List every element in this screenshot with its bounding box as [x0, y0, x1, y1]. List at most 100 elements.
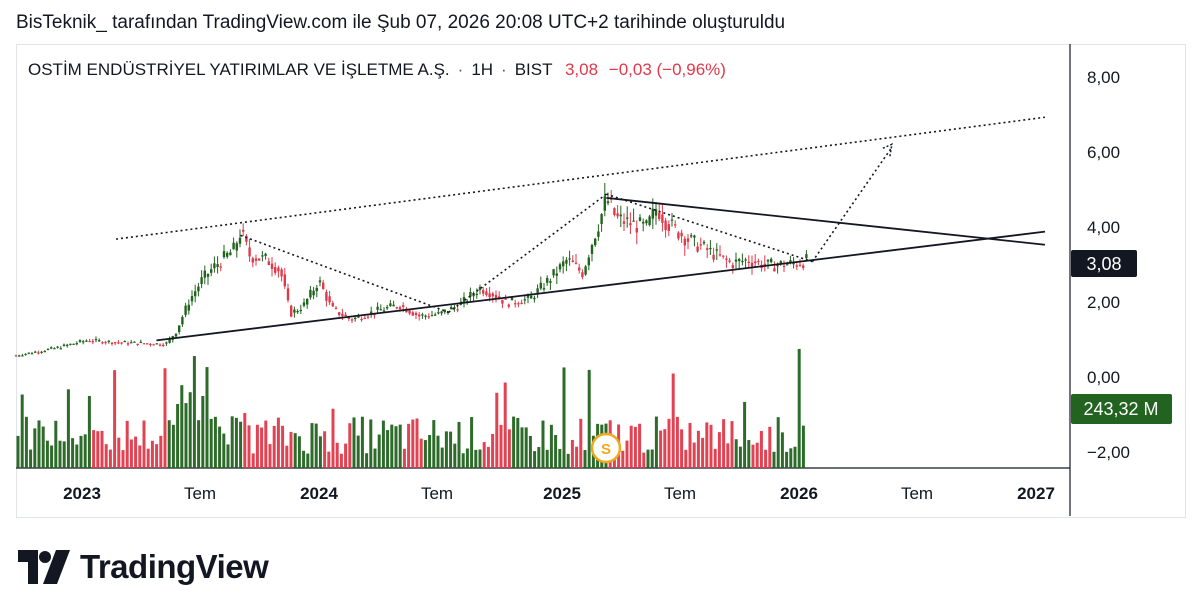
volume-bar	[675, 416, 679, 468]
volume-bar	[155, 444, 159, 468]
tradingview-logo-icon	[18, 550, 70, 584]
volume-bar	[444, 431, 448, 468]
candle-body	[98, 340, 101, 342]
x-tick-label: 2026	[780, 484, 818, 503]
candle-body	[747, 261, 750, 263]
candle-body	[219, 266, 222, 268]
volume-bar	[759, 430, 763, 468]
volume-bar	[482, 442, 486, 468]
volume-bar	[528, 435, 532, 468]
volume-bar	[37, 420, 41, 468]
candle-body	[792, 263, 795, 265]
volume-bar	[486, 446, 490, 468]
candle-body	[366, 316, 370, 318]
candle-body	[632, 220, 635, 222]
projection-line[interactable]	[115, 116, 1046, 240]
trendline[interactable]	[606, 196, 1046, 246]
projection-line[interactable]	[240, 234, 449, 314]
candle-body	[645, 220, 648, 224]
candle-body	[261, 255, 264, 257]
candle-body	[510, 297, 514, 301]
candle-body	[626, 217, 629, 219]
volume-bar	[579, 418, 583, 468]
candle-body	[587, 257, 590, 266]
volume-bar	[558, 448, 562, 468]
volume-bar	[222, 433, 226, 468]
volume-bar	[440, 447, 444, 468]
volume-bar	[184, 403, 188, 468]
volume-bar	[29, 449, 33, 468]
volume-bar	[146, 448, 150, 468]
tradingview-logo[interactable]: TradingView	[18, 548, 269, 586]
candle-body	[514, 303, 517, 305]
candle-body	[184, 305, 187, 315]
candle-body	[88, 340, 91, 343]
candle-body	[203, 270, 206, 278]
candle-body	[504, 298, 507, 300]
volume-bar	[566, 453, 570, 468]
candle-body	[590, 244, 594, 254]
x-tick-label: Tem	[421, 484, 453, 503]
volume-bar	[339, 453, 343, 468]
candle-body	[235, 243, 238, 251]
projection-line[interactable]	[811, 146, 893, 263]
symbol-legend[interactable]: OSTİM ENDÜSTRİYEL YATIRIMLAR VE İŞLETME …	[28, 60, 726, 80]
candle-body	[443, 309, 446, 313]
candle-body	[62, 344, 66, 347]
candle-body	[674, 224, 677, 226]
candle-body	[30, 353, 34, 355]
projection-line[interactable]	[606, 193, 813, 263]
candle-body	[350, 319, 354, 321]
candle-body	[488, 293, 491, 298]
candle-body	[491, 293, 494, 297]
candle-body	[616, 213, 619, 217]
volume-bar	[747, 440, 751, 468]
candle-body	[270, 263, 274, 269]
candle-body	[494, 295, 498, 299]
volume-bar	[499, 424, 503, 468]
candle-body	[786, 264, 789, 266]
candle-body	[376, 306, 379, 310]
volume-bar	[369, 419, 373, 468]
candle-body	[558, 264, 562, 270]
volume-bar	[705, 422, 709, 468]
candle-body	[658, 212, 661, 220]
volume-bar	[331, 408, 335, 468]
volume-bar	[121, 450, 125, 468]
volume-bar	[621, 450, 625, 468]
legend-separator: ·	[457, 60, 464, 79]
x-tick-label: Tem	[901, 484, 933, 503]
volume-bar	[436, 435, 440, 468]
exchange-label: BIST	[514, 60, 553, 79]
candle-body	[120, 342, 123, 344]
volume-bar	[285, 445, 289, 468]
y-tick-label: 0,00	[1087, 368, 1120, 387]
volume-bar	[524, 427, 528, 468]
volume-bar	[234, 417, 238, 468]
volume-bar	[344, 443, 348, 468]
volume-badge	[1071, 394, 1172, 424]
candle-body	[469, 291, 472, 297]
candle-body	[373, 314, 376, 316]
candle-body	[478, 287, 482, 290]
candle-body	[210, 269, 213, 273]
volume-bar	[96, 431, 100, 468]
volume-bar	[201, 396, 205, 468]
candle-body	[123, 340, 126, 343]
candle-body	[299, 309, 302, 312]
candle-body	[194, 291, 197, 297]
candle-body	[18, 355, 21, 357]
volume-bar	[297, 436, 301, 468]
candle-body	[402, 305, 405, 307]
volume-bar	[478, 449, 482, 468]
y-tick-label: 4,00	[1087, 218, 1120, 237]
volume-bar	[764, 449, 768, 468]
dividend-marker-icon[interactable]	[590, 432, 622, 464]
trendline[interactable]	[156, 230, 1046, 342]
candle-body	[798, 264, 802, 266]
volume-bar	[768, 426, 772, 468]
volume-bar	[75, 444, 79, 468]
candle-body	[651, 208, 654, 219]
candle-body	[757, 260, 760, 263]
